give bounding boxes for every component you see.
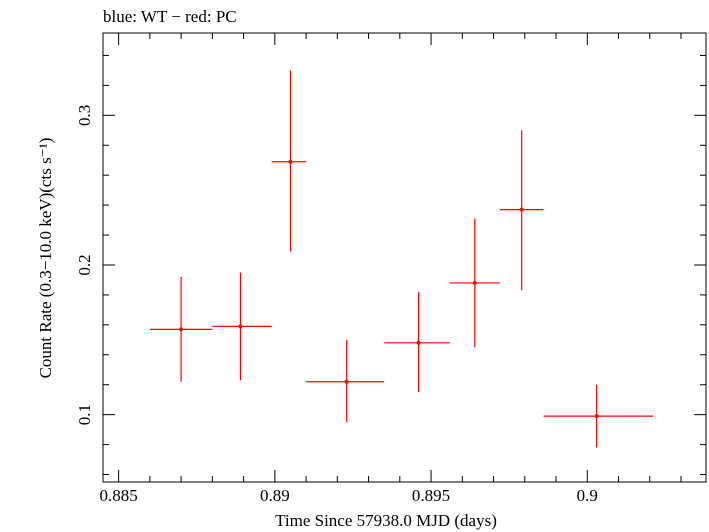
- data-marker: [288, 159, 293, 164]
- data-points: [149, 70, 653, 448]
- x-tick-label: 0.885: [99, 486, 137, 505]
- x-tick-label: 0.89: [260, 486, 290, 505]
- data-marker: [344, 379, 349, 384]
- data-marker: [519, 207, 524, 212]
- data-point: [449, 218, 500, 348]
- data-point: [384, 291, 450, 393]
- x-axis-title: Time Since 57938.0 MJD (days): [275, 511, 497, 530]
- axis-tick-labels: 0.885 0.89 0.895 0.9 0.1 0.2 0.3: [75, 105, 598, 505]
- data-point: [149, 276, 213, 382]
- data-point: [306, 339, 385, 423]
- data-point: [499, 130, 544, 291]
- x-tick-label: 0.9: [577, 486, 598, 505]
- data-marker: [472, 280, 477, 285]
- data-marker: [238, 324, 243, 329]
- data-point: [271, 70, 307, 252]
- x-tick-label: 0.895: [412, 486, 450, 505]
- data-marker: [594, 414, 599, 419]
- data-marker: [416, 340, 421, 345]
- y-tick-label: 0.3: [75, 105, 94, 126]
- y-axis-title: Count Rate (0.3−10.0 keV)(cts s⁻¹): [36, 138, 55, 379]
- y-tick-label: 0.1: [75, 404, 94, 425]
- data-marker: [179, 327, 184, 332]
- axis-ticks: [103, 33, 706, 482]
- y-tick-label: 0.2: [75, 254, 94, 275]
- data-point: [212, 272, 272, 381]
- plot-frame: [102, 32, 707, 483]
- data-point: [543, 384, 653, 448]
- chart-title: blue: WT − red: PC: [103, 7, 237, 26]
